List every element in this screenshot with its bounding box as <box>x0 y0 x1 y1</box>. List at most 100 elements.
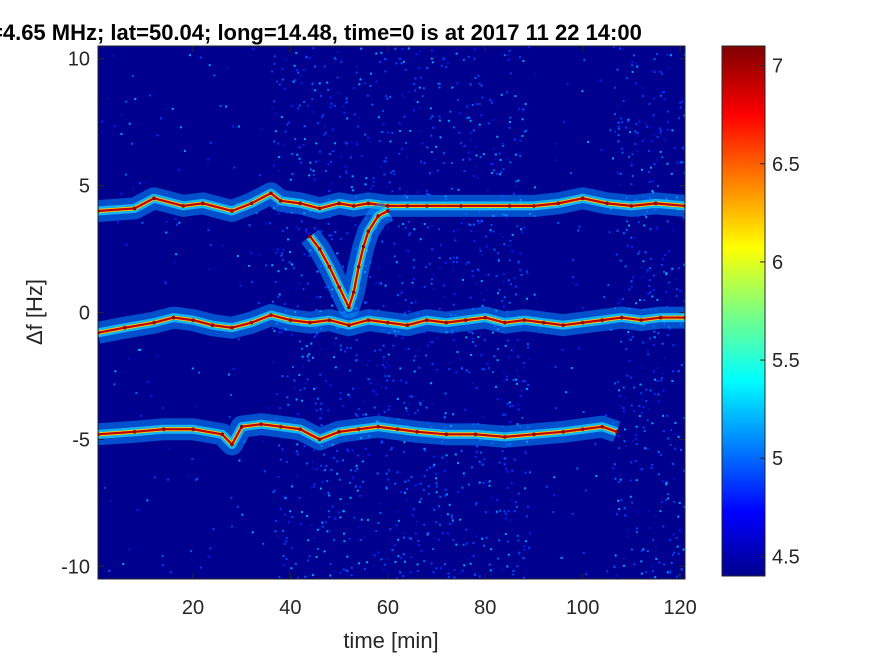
noise-speck <box>651 570 654 573</box>
noise-speck <box>495 274 498 277</box>
noise-speck <box>268 222 271 225</box>
noise-speck <box>296 453 299 456</box>
noise-speck <box>433 158 436 161</box>
noise-speck <box>616 380 619 383</box>
noise-speck <box>636 443 639 446</box>
noise-speck <box>344 169 347 172</box>
noise-speck <box>290 567 293 570</box>
trace-point <box>230 442 234 447</box>
noise-speck <box>465 336 468 339</box>
noise-speck <box>341 265 344 268</box>
noise-speck <box>309 161 312 164</box>
noise-speck <box>454 239 457 242</box>
noise-speck <box>622 410 625 413</box>
noise-speck <box>407 479 410 482</box>
noise-speck <box>327 491 330 494</box>
noise-speck <box>560 556 563 559</box>
noise-speck <box>513 277 516 280</box>
noise-speck <box>634 62 637 65</box>
noise-speck <box>108 569 111 572</box>
noise-speck <box>619 478 622 481</box>
noise-speck <box>286 402 289 405</box>
noise-speck <box>137 349 140 352</box>
noise-speck <box>334 518 337 521</box>
noise-speck <box>449 361 452 364</box>
noise-speck <box>280 254 283 257</box>
noise-speck <box>479 451 482 454</box>
noise-speck <box>492 230 495 233</box>
noise-speck <box>431 115 434 118</box>
noise-speck <box>586 141 589 144</box>
noise-speck <box>384 284 387 287</box>
noise-speck <box>364 82 367 85</box>
noise-speck <box>657 366 660 369</box>
trace-point <box>556 201 561 206</box>
noise-speck <box>506 91 509 94</box>
noise-speck <box>385 472 388 475</box>
noise-speck <box>459 518 462 521</box>
noise-speck <box>617 134 620 137</box>
noise-speck <box>502 168 505 171</box>
noise-speck <box>475 501 478 504</box>
noise-speck <box>433 463 436 466</box>
noise-speck <box>469 562 472 565</box>
noise-speck <box>146 499 149 502</box>
noise-speck <box>312 169 315 172</box>
noise-speck <box>456 256 459 259</box>
noise-speck <box>481 537 484 540</box>
noise-speck <box>398 187 401 190</box>
trace-point <box>463 318 468 322</box>
noise-speck <box>390 171 393 174</box>
noise-speck <box>668 282 671 285</box>
noise-speck <box>485 288 488 291</box>
noise-speck <box>641 275 644 278</box>
noise-speck <box>376 472 379 475</box>
noise-speck <box>324 521 327 524</box>
noise-speck <box>291 173 294 176</box>
noise-speck <box>403 115 406 118</box>
trace-point <box>361 244 366 249</box>
noise-speck <box>665 272 668 275</box>
noise-speck <box>505 468 508 471</box>
noise-speck <box>638 404 641 407</box>
noise-speck <box>675 575 678 578</box>
noise-speck <box>673 551 676 554</box>
trace-point <box>351 290 356 294</box>
noise-speck <box>392 170 395 173</box>
noise-speck <box>451 522 454 525</box>
noise-speck <box>457 491 460 494</box>
noise-speck <box>292 80 295 83</box>
trace-point <box>658 315 663 320</box>
noise-speck <box>391 549 394 552</box>
noise-speck <box>663 98 666 101</box>
noise-speck <box>400 62 403 65</box>
noise-speck <box>292 515 295 518</box>
noise-speck <box>498 539 501 542</box>
noise-speck <box>512 345 515 348</box>
noise-speck <box>403 441 406 444</box>
noise-speck <box>677 370 680 373</box>
noise-speck <box>435 485 438 488</box>
noise-speck <box>667 493 670 496</box>
noise-speck <box>412 508 415 511</box>
noise-speck <box>171 107 174 110</box>
noise-speck <box>402 95 405 98</box>
noise-speck <box>618 183 621 186</box>
noise-speck <box>222 244 225 247</box>
noise-speck <box>515 382 518 385</box>
noise-speck <box>387 353 390 356</box>
noise-speck <box>324 169 327 172</box>
noise-speck <box>528 546 531 549</box>
noise-speck <box>408 234 411 237</box>
noise-speck <box>523 548 526 551</box>
noise-speck <box>345 346 348 349</box>
noise-speck <box>277 212 280 215</box>
noise-speck <box>661 156 664 159</box>
noise-speck <box>404 299 407 302</box>
noise-speck <box>391 132 394 135</box>
noise-speck <box>307 356 310 359</box>
noise-speck <box>681 146 684 149</box>
noise-speck <box>522 380 525 383</box>
noise-speck <box>481 253 484 256</box>
